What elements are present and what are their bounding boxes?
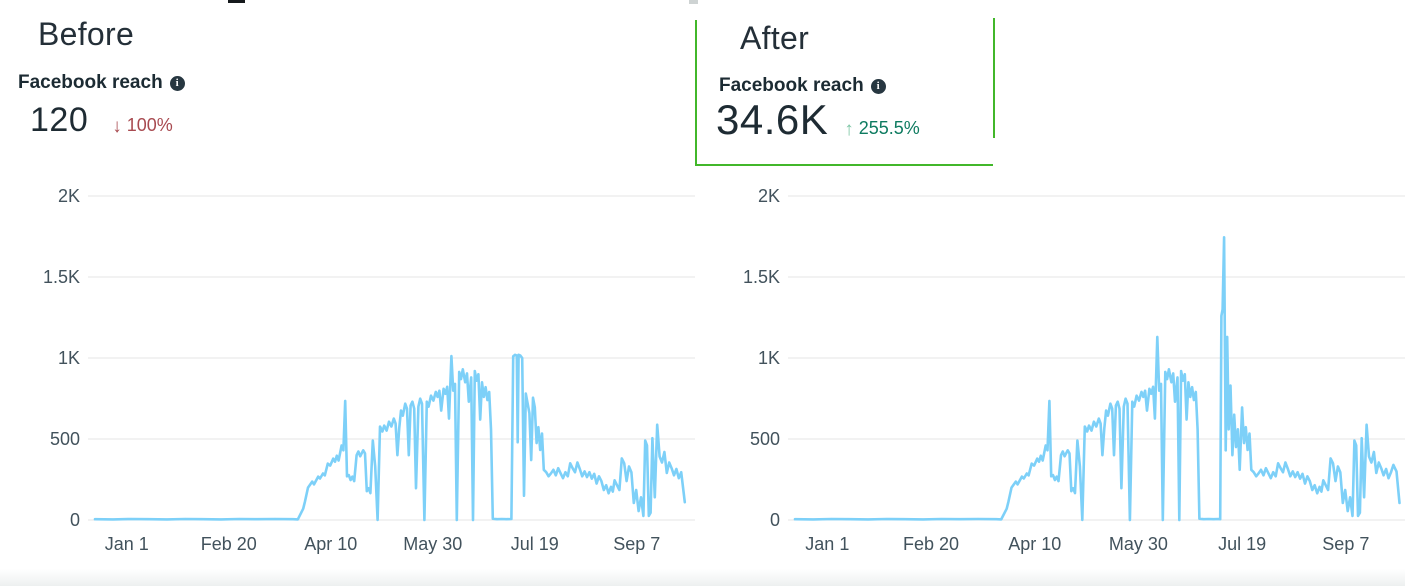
x-axis-tick-label: Jul 19: [511, 534, 559, 554]
y-axis-tick-label: 1K: [58, 348, 80, 368]
down-arrow-icon: ↓: [112, 116, 122, 137]
y-axis-tick-label: 500: [750, 429, 780, 449]
x-axis-tick-label: Jul 19: [1218, 534, 1266, 554]
highlight-border-left: [695, 20, 697, 166]
y-axis-tick-label: 2K: [58, 186, 80, 206]
x-axis-tick-label: May 30: [1109, 534, 1168, 554]
after-metric-label-row: Facebook reach i: [719, 75, 886, 97]
after-metric-value: 34.6K: [716, 96, 829, 143]
y-axis-tick-label: 1.5K: [43, 267, 80, 287]
before-heading: Before: [38, 16, 135, 52]
chart-canvas: 2K 1.5K 1K 500 0 Jan 1 Feb 20 Apr 10 May 30 Jul 1…: [43, 186, 695, 554]
x-axis-tick-label: Jan 1: [105, 534, 149, 554]
x-axis-tick-label: Sep 7: [1322, 534, 1369, 554]
before-metric-label: Facebook reach: [18, 72, 163, 93]
x-axis-tick-label: Sep 7: [613, 534, 660, 554]
x-axis-tick-label: Apr 10: [304, 534, 357, 554]
y-axis-tick-label: 1K: [758, 348, 780, 368]
y-axis-tick-label: 2K: [758, 186, 780, 206]
before-metric-label-row: Facebook reach i: [18, 72, 185, 94]
y-axis-tick-label: 1.5K: [743, 267, 780, 287]
info-icon[interactable]: i: [870, 78, 886, 94]
before-metric-value: 120: [30, 101, 89, 139]
highlight-border-bottom: [697, 164, 993, 166]
before-delta: ↓ 100%: [112, 115, 173, 137]
after-metric-row: 34.6K ↑ 255.5%: [716, 96, 920, 144]
after-delta: ↑ 255.5%: [844, 118, 920, 140]
chart-canvas: 2K 1.5K 1K 500 0 Jan 1 Feb 20 Apr 10 May 30 Jul 1…: [743, 186, 1405, 554]
x-axis-tick-label: Feb 20: [903, 534, 959, 554]
x-axis-tick-label: Apr 10: [1008, 534, 1061, 554]
reach-line-series[interactable]: [93, 353, 687, 522]
after-metric-label: Facebook reach: [719, 75, 864, 96]
screenshot-artifact: [228, 0, 245, 3]
y-axis-tick-label: 0: [770, 510, 780, 530]
before-delta-percent: 100%: [126, 115, 173, 135]
y-axis-tick-label: 0: [70, 510, 80, 530]
y-axis-tick-label: 500: [50, 429, 80, 449]
after-reach-chart[interactable]: 2K 1.5K 1K 500 0 Jan 1 Feb 20 Apr 10 May 30 Jul 1…: [720, 186, 1405, 571]
after-delta-percent: 255.5%: [858, 118, 920, 138]
footer-strip: [0, 569, 1405, 586]
x-axis-tick-label: Feb 20: [201, 534, 257, 554]
up-arrow-icon: ↑: [844, 119, 854, 140]
x-axis-tick-label: May 30: [403, 534, 462, 554]
before-reach-chart[interactable]: 2K 1.5K 1K 500 0 Jan 1 Feb 20 Apr 10 May 30 Jul 1…: [20, 186, 695, 571]
before-metric-row: 120 ↓ 100%: [30, 101, 173, 140]
reach-line-series[interactable]: [793, 235, 1401, 522]
x-axis-tick-label: Jan 1: [805, 534, 849, 554]
screenshot-artifact: [689, 0, 698, 4]
highlight-border-right: [993, 18, 995, 138]
info-icon[interactable]: i: [169, 75, 185, 91]
after-heading: After: [740, 20, 810, 56]
